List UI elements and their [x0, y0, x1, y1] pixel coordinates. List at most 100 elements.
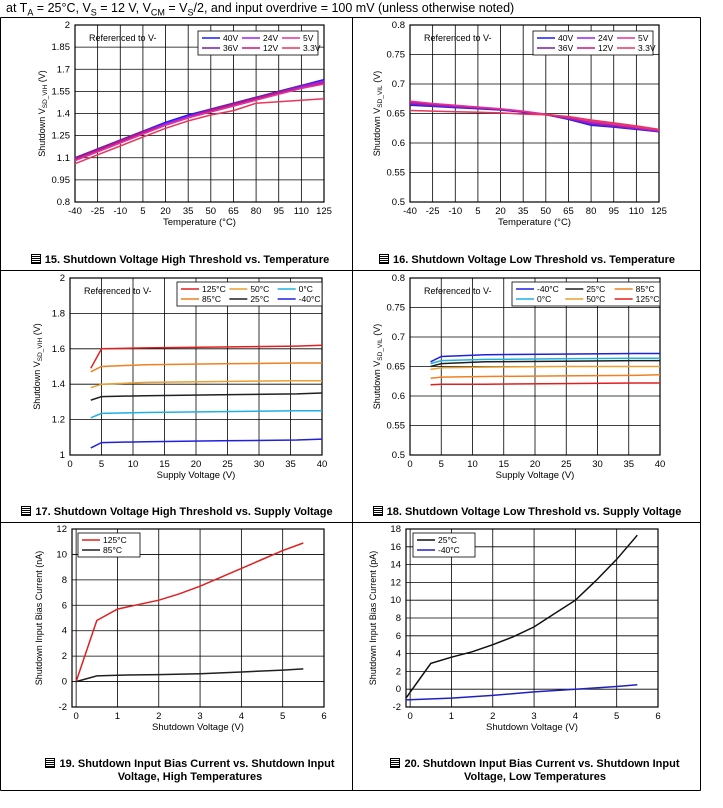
series-line-5V [409, 100, 660, 131]
x-tick-label: 0 [407, 459, 412, 470]
x-tick-label: 2 [156, 711, 161, 722]
x-axis-label: Shutdown Voltage (V) [152, 722, 244, 733]
x-tick-label: 65 [563, 206, 574, 217]
x-tick-label: -10 [448, 206, 462, 217]
x-tick-label: 20 [160, 206, 171, 217]
y-tick-label: 1.8 [52, 308, 65, 319]
x-tick-label: 110 [294, 206, 309, 217]
y-tick-label: 0.8 [392, 20, 405, 31]
legend-label: 12V [598, 43, 613, 53]
y-tick-label: 1.2 [52, 415, 65, 426]
y-tick-label: 1.25 [52, 131, 71, 142]
legend-label: 25°C [250, 294, 269, 304]
x-tick-label: 5 [280, 711, 285, 722]
series-line-33V [409, 109, 660, 131]
x-tick-label: 6 [655, 711, 660, 722]
x-tick-label: -25 [91, 206, 105, 217]
y-axis-label-unit: (V) [372, 71, 382, 86]
legend-label: 24V [263, 33, 278, 43]
y-tick-label: 12 [56, 524, 67, 535]
legend-label: 3.3V [638, 43, 656, 53]
x-tick-label: 2 [490, 711, 495, 722]
caption-num-prefix: 19 [59, 758, 72, 770]
y-tick-label: 2 [396, 666, 401, 677]
legend-label: 25°C [586, 284, 605, 294]
x-tick-label: 0 [407, 711, 412, 722]
x-tick-label: 35 [285, 459, 296, 470]
y-tick-label: 0 [396, 684, 401, 695]
x-axis-label: Temperature (°C) [498, 217, 571, 228]
x-tick-label: 0 [73, 711, 78, 722]
y-axis-label-main: Shutdown Input Bias Current (pA) [368, 551, 378, 686]
y-tick-label: 0 [62, 677, 67, 688]
x-tick-label: 5 [614, 711, 619, 722]
x-tick-label: 20 [530, 459, 541, 470]
legend-label: 50°C [250, 284, 269, 294]
legend-label: 3.3V [303, 43, 321, 53]
series-line-25C [405, 534, 638, 699]
y-axis-label: Shutdown VSD_VIL (V) [372, 324, 384, 409]
legend-label: 5V [303, 33, 314, 43]
legend-label: 85°C [636, 284, 655, 294]
x-tick-label: 80 [251, 206, 262, 217]
x-tick-label: 25 [561, 459, 572, 470]
conditions-header: at TA = 25°C, VS = 12 V, VCM = VS/2, and… [6, 1, 515, 18]
figure-icon [30, 254, 41, 264]
caption-text: Shutdown Voltage High Threshold vs. Supp… [53, 506, 333, 518]
x-tick-label: 15 [498, 459, 509, 470]
caption-text: Shutdown Input Bias Current vs. Shutdown… [422, 758, 680, 783]
y-axis-label-sub: SD_VIH [37, 337, 44, 361]
y-tick-label: 6 [62, 600, 67, 611]
x-tick-label: 3 [197, 711, 202, 722]
caption-text: Shutdown Voltage Low Threshold vs. Tempe… [411, 254, 675, 266]
y-tick-label: 0.75 [387, 50, 406, 61]
figure-icon [21, 506, 32, 516]
annotation-text: Referenced to V- [424, 33, 492, 43]
legend-label: 0°C [299, 284, 313, 294]
y-axis-label-main: Shutdown V [32, 361, 42, 410]
caption-fig20: 20. Shutdown Input Bias Current vs. Shut… [385, 758, 685, 784]
y-tick-label: 10 [390, 595, 401, 606]
x-axis-label: Supply Voltage (V) [157, 470, 236, 481]
y-tick-label: 0.5 [392, 197, 405, 208]
gridlines [406, 529, 658, 707]
y-tick-label: 2 [60, 273, 65, 284]
series-line-125C [75, 542, 304, 682]
x-tick-label: 5 [475, 206, 480, 217]
y-axis-label: Shutdown VSD_VIL (V) [372, 71, 384, 156]
y-tick-label: 8 [62, 575, 67, 586]
caption-text: Shutdown Input Bias Current vs. Shutdown… [77, 758, 335, 783]
y-axis-label: Shutdown VSD_VIH (V) [37, 70, 49, 157]
x-axis-label: Temperature (°C) [163, 217, 236, 228]
y-tick-label: 0.8 [392, 273, 405, 284]
legend-box [77, 532, 141, 558]
series-line-0C [90, 410, 322, 419]
y-axis-label: Shutdown VSD_VIH (V) [32, 323, 44, 410]
y-tick-label: 1.7 [57, 64, 70, 75]
y-tick-label: 0.8 [57, 197, 70, 208]
y-axis-label: Shutdown Input Bias Current (nA) [34, 551, 44, 686]
x-axis-label: Shutdown Voltage (V) [486, 722, 578, 733]
legend-label: 85°C [202, 294, 221, 304]
legend-box [511, 281, 661, 307]
legend-label: 36V [223, 43, 238, 53]
x-tick-label: 20 [191, 459, 202, 470]
legend-label: 125°C [636, 294, 660, 304]
plot-frame [405, 528, 659, 708]
x-tick-label: 40 [655, 459, 666, 470]
y-axis-label-main: Shutdown V [37, 108, 47, 157]
y-tick-label: 0.7 [392, 79, 405, 90]
legend-box [532, 30, 654, 56]
series-line-5V [74, 83, 325, 162]
x-tick-label: 20 [495, 206, 506, 217]
figure-icon [372, 506, 383, 516]
x-tick-label: -40 [403, 206, 417, 217]
plot-frame [74, 24, 325, 203]
series-line-40C [90, 438, 323, 449]
series-line-125C [90, 344, 323, 369]
caption-num-prefix: 17 [35, 506, 48, 518]
